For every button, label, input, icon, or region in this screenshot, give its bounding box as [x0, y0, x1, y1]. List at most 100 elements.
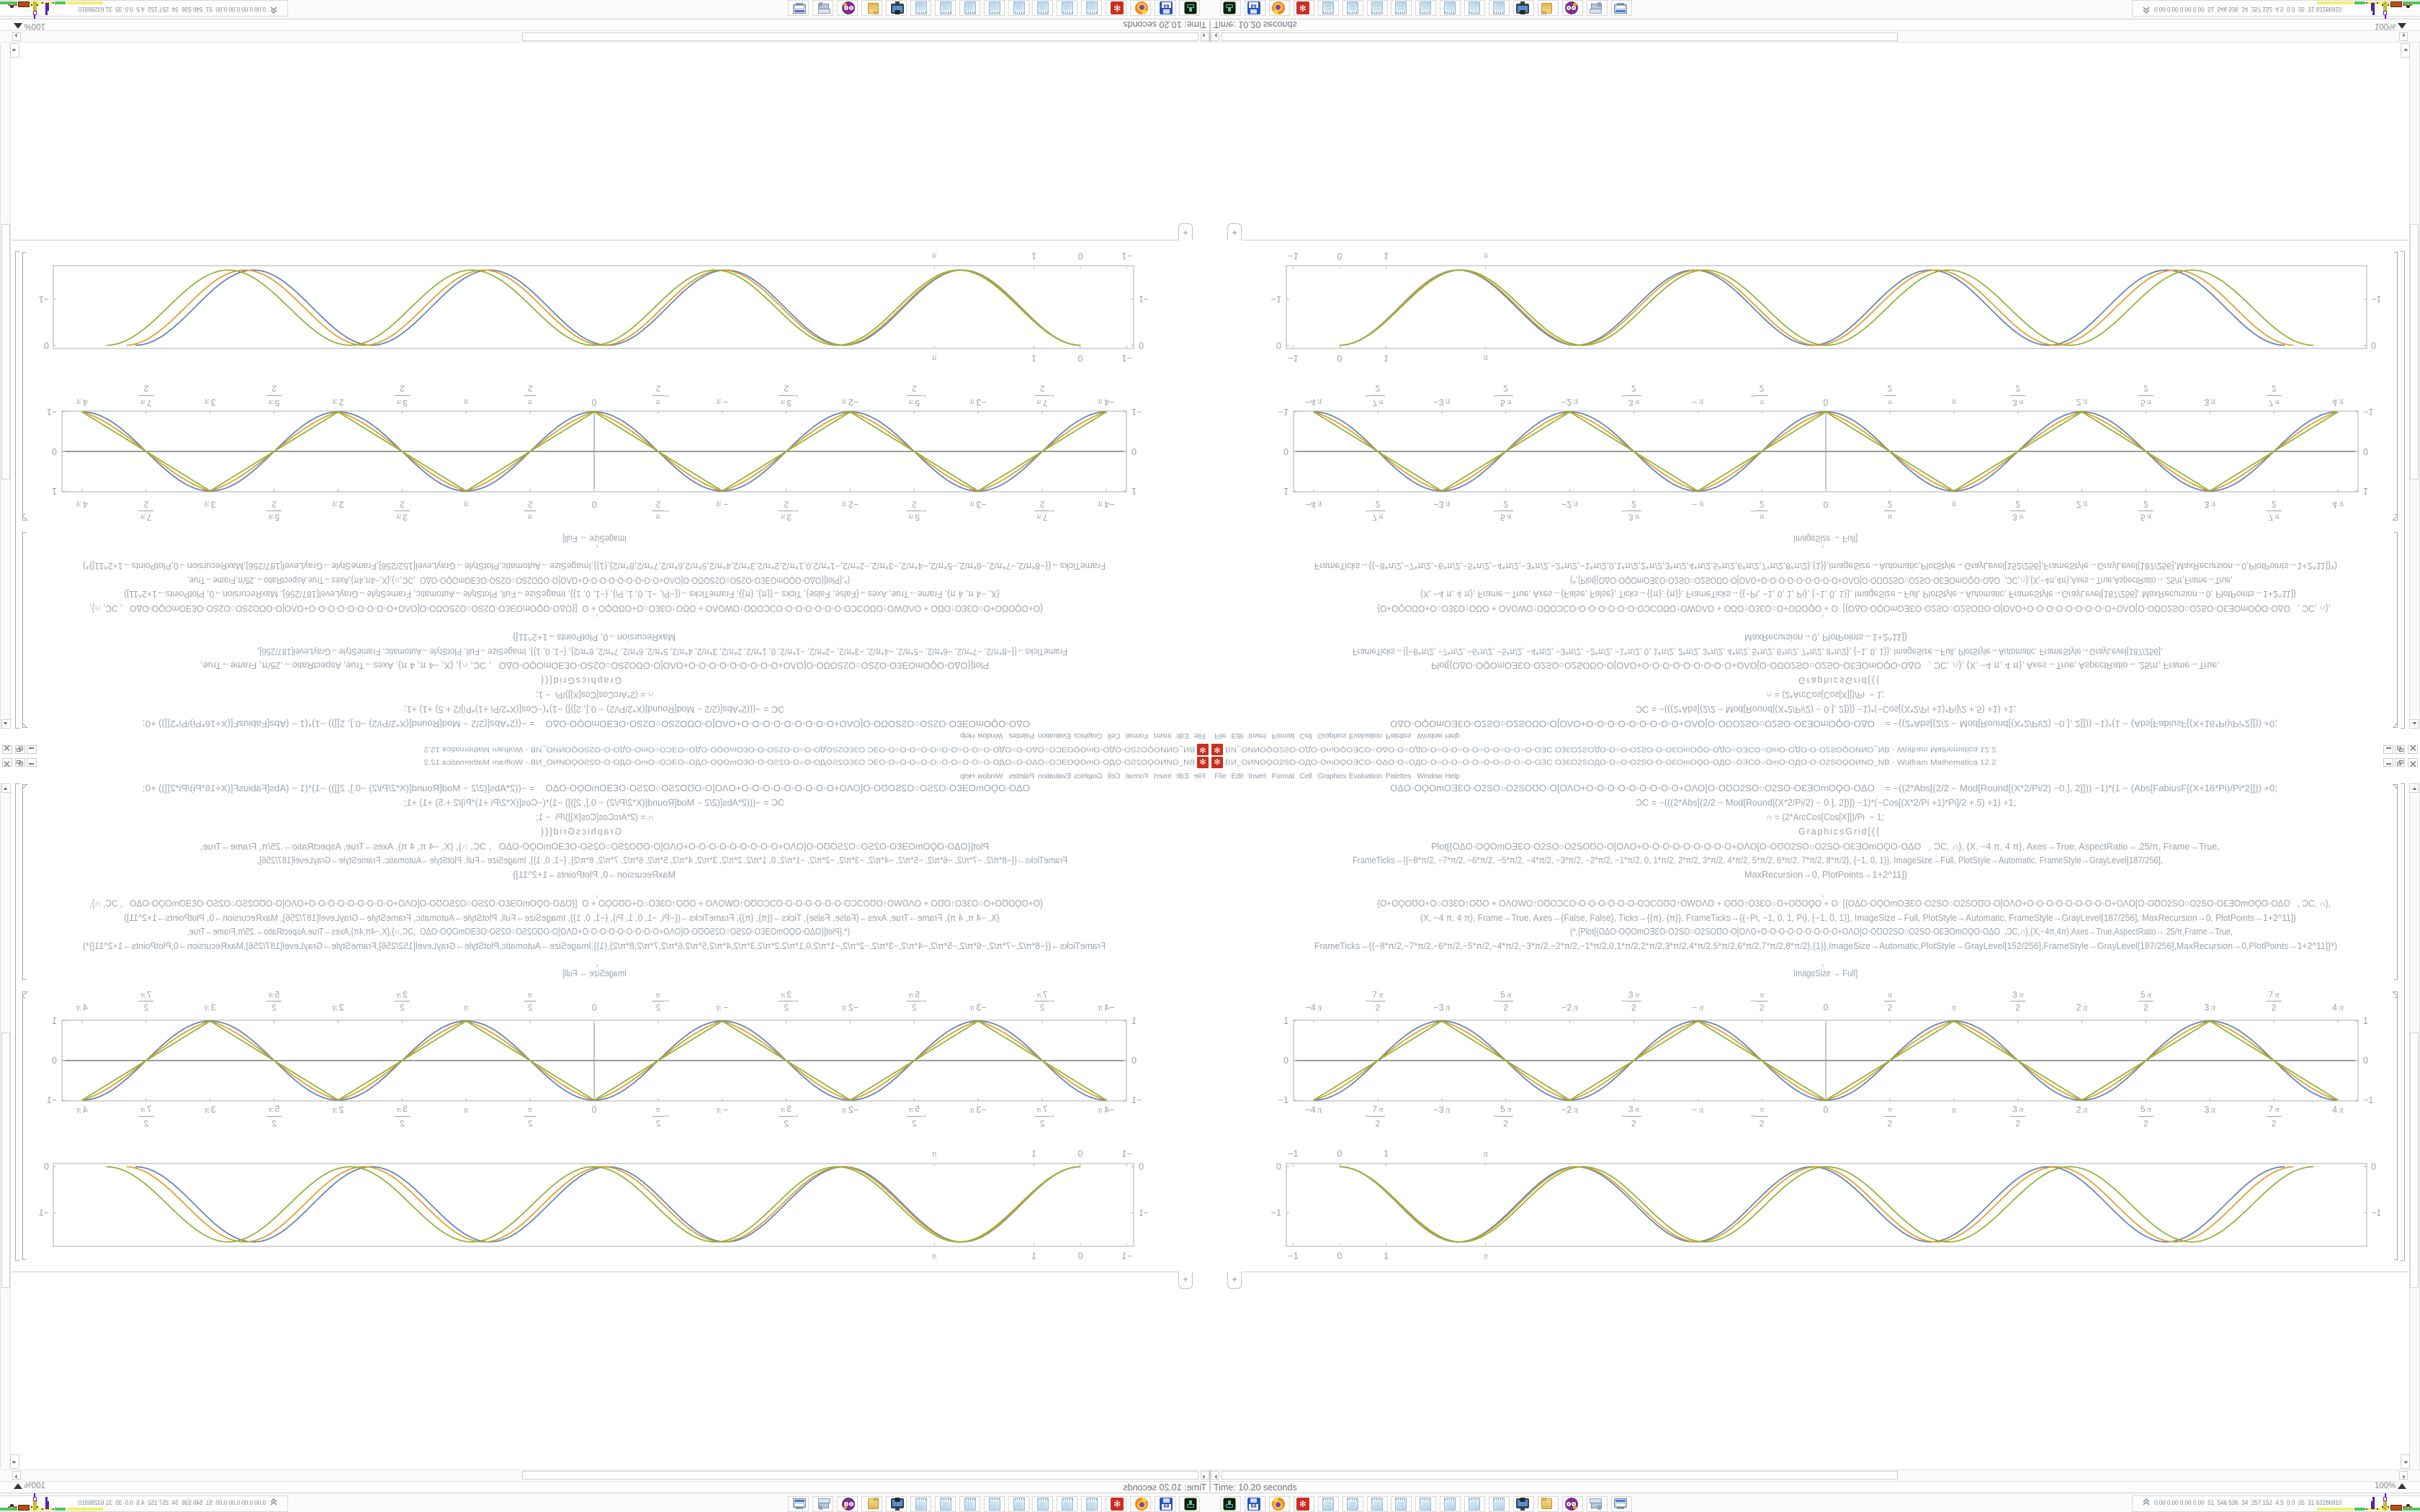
svg-text:1: 1	[52, 1016, 57, 1026]
svg-text:2: 2	[1888, 500, 1893, 510]
svg-text:−2 π: −2 π	[1561, 500, 1579, 510]
svg-text:−2 π: −2 π	[841, 500, 859, 510]
svg-text:5 π: 5 π	[268, 1104, 279, 1115]
svg-text:2: 2	[2272, 1003, 2277, 1013]
svg-text:7 π: 7 π	[1036, 990, 1048, 1000]
svg-text:0: 0	[1283, 446, 1289, 456]
svg-text:−: −	[1493, 996, 1498, 1006]
svg-text:7 π: 7 π	[1036, 1104, 1048, 1115]
svg-text:− π: − π	[716, 1105, 728, 1115]
svg-text:−1: −1	[1121, 251, 1131, 261]
svg-text:2: 2	[1888, 1003, 1893, 1013]
svg-text:4 π: 4 π	[76, 1105, 87, 1115]
svg-text:− π: − π	[1692, 397, 1704, 408]
svg-text:2: 2	[527, 500, 532, 510]
svg-text:2: 2	[400, 384, 405, 394]
svg-text:5 π: 5 π	[2141, 513, 2152, 523]
svg-text:0: 0	[1337, 1149, 1343, 1159]
svg-text:−: −	[1493, 391, 1498, 401]
svg-text:1: 1	[1031, 354, 1036, 364]
svg-text:π: π	[1888, 990, 1893, 1000]
svg-text:0: 0	[1077, 354, 1083, 364]
svg-text:1: 1	[1384, 251, 1389, 261]
svg-text:3 π: 3 π	[1628, 1104, 1640, 1115]
svg-text:−: −	[1751, 506, 1756, 516]
svg-text:π: π	[527, 990, 532, 1000]
svg-text:1: 1	[1131, 486, 1137, 496]
svg-text:−4 π: −4 π	[1305, 1003, 1322, 1013]
svg-text:π: π	[1952, 397, 1957, 408]
svg-text:4 π: 4 π	[76, 1003, 87, 1013]
svg-text:7 π: 7 π	[1372, 990, 1384, 1000]
svg-text:2: 2	[1376, 1003, 1381, 1013]
svg-text:−1: −1	[1121, 354, 1131, 364]
svg-text:−: −	[794, 391, 799, 401]
svg-text:0: 0	[1276, 1162, 1281, 1172]
svg-text:0: 0	[44, 1162, 49, 1172]
svg-text:−: −	[664, 506, 669, 516]
svg-text:2: 2	[143, 1119, 148, 1129]
svg-text:−2 π: −2 π	[1561, 397, 1579, 408]
svg-text:−4 π: −4 π	[1098, 1105, 1115, 1115]
svg-text:2: 2	[1631, 1003, 1636, 1013]
svg-text:5 π: 5 π	[908, 990, 920, 1000]
svg-text:2: 2	[2272, 384, 2277, 394]
svg-text:3 π: 3 π	[396, 513, 408, 523]
svg-text:2: 2	[272, 384, 277, 394]
svg-text:− π: − π	[716, 1003, 728, 1013]
svg-text:− π: − π	[716, 397, 728, 408]
svg-text:3 π: 3 π	[2012, 1104, 2024, 1115]
svg-text:−: −	[922, 996, 927, 1006]
svg-text:−: −	[1621, 996, 1626, 1006]
svg-text:−: −	[664, 391, 669, 401]
svg-text:−: −	[1365, 1111, 1370, 1121]
svg-text:5 π: 5 π	[1500, 990, 1512, 1000]
svg-text:0: 0	[1131, 446, 1137, 456]
svg-text:π: π	[527, 398, 532, 408]
svg-text:3 π: 3 π	[2204, 500, 2215, 510]
svg-text:−: −	[1050, 506, 1055, 516]
svg-text:2: 2	[2015, 500, 2020, 510]
svg-text:−: −	[1365, 391, 1370, 401]
svg-text:1: 1	[1283, 486, 1289, 496]
svg-text:0: 0	[1077, 1251, 1083, 1261]
svg-text:2: 2	[784, 384, 789, 394]
svg-text:2: 2	[1503, 1119, 1508, 1129]
svg-text:−3 π: −3 π	[969, 1003, 987, 1013]
svg-text:−3 π: −3 π	[1433, 1003, 1451, 1013]
svg-text:3 π: 3 π	[1628, 513, 1640, 523]
svg-text:0: 0	[2371, 340, 2376, 350]
svg-text:0: 0	[591, 1105, 596, 1115]
svg-text:π: π	[1483, 251, 1488, 261]
svg-text:2: 2	[1760, 1119, 1765, 1129]
svg-text:−: −	[1365, 506, 1370, 516]
svg-text:5 π: 5 π	[1500, 398, 1512, 408]
svg-text:2: 2	[143, 384, 148, 394]
svg-text:2: 2	[143, 1003, 148, 1013]
svg-text:−4 π: −4 π	[1098, 1003, 1115, 1013]
svg-text:5 π: 5 π	[2141, 398, 2152, 408]
svg-text:2: 2	[784, 500, 789, 510]
svg-text:−4 π: −4 π	[1098, 397, 1115, 408]
svg-text:3 π: 3 π	[780, 513, 792, 523]
svg-text:3 π: 3 π	[204, 397, 215, 408]
svg-text:π: π	[932, 1251, 937, 1261]
svg-text:0: 0	[2363, 1056, 2368, 1066]
svg-text:2: 2	[1631, 500, 1636, 510]
svg-text:5 π: 5 π	[2141, 1104, 2152, 1115]
svg-text:−: −	[922, 391, 927, 401]
svg-text:0: 0	[52, 446, 57, 456]
svg-text:2: 2	[1503, 500, 1508, 510]
svg-text:1: 1	[1384, 354, 1389, 364]
svg-text:0: 0	[2371, 1162, 2376, 1172]
svg-text:4 π: 4 π	[2332, 500, 2344, 510]
svg-text:7 π: 7 π	[1372, 398, 1384, 408]
svg-text:π: π	[1760, 513, 1765, 523]
svg-text:2 π: 2 π	[332, 1105, 344, 1115]
svg-text:−1: −1	[1288, 251, 1298, 261]
svg-text:−1: −1	[39, 294, 49, 304]
svg-text:2: 2	[655, 500, 660, 510]
svg-text:5 π: 5 π	[2141, 990, 2152, 1000]
svg-text:2: 2	[1039, 1119, 1044, 1129]
svg-text:2: 2	[655, 1003, 660, 1013]
